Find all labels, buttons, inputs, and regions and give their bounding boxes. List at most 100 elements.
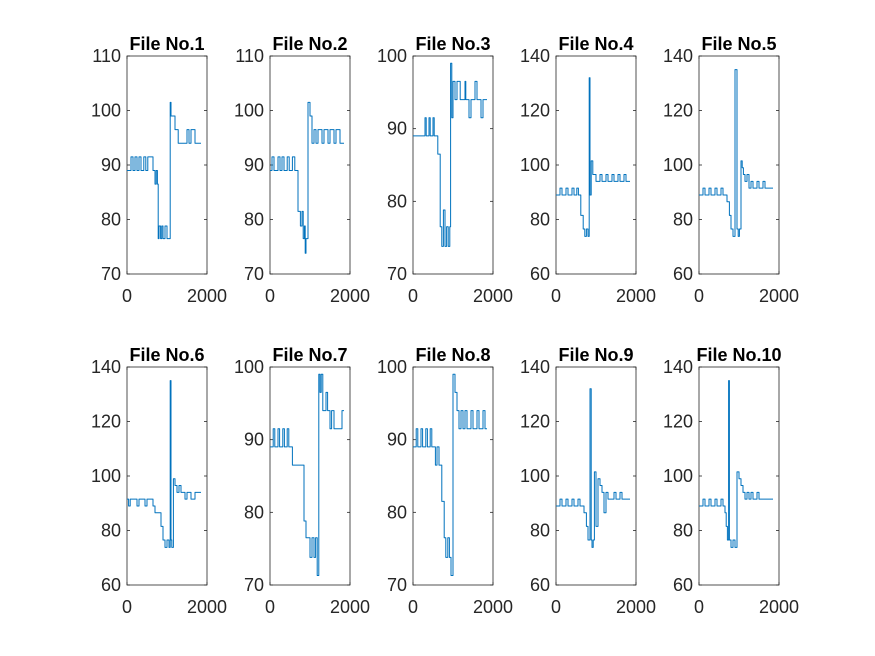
y-tick-label: 80 (530, 210, 550, 230)
y-tick-label: 140 (91, 357, 121, 377)
series-line (699, 69, 773, 237)
y-tick-label: 100 (663, 155, 693, 175)
y-tick-label: 140 (663, 357, 693, 377)
x-tick-label: 2000 (616, 597, 656, 617)
y-tick-label: 100 (91, 466, 121, 486)
axes-frame (698, 55, 780, 275)
x-tick-label: 2000 (187, 597, 227, 617)
x-tick-label: 2000 (187, 286, 227, 306)
y-tick-label: 60 (101, 575, 121, 595)
y-tick-label: 120 (663, 101, 693, 121)
y-tick-label: 70 (387, 575, 407, 595)
y-tick-label: 60 (530, 575, 550, 595)
y-tick-label: 80 (673, 521, 693, 541)
subplot-title: File No.1 (129, 34, 204, 54)
series-line (413, 62, 487, 247)
y-tick-label: 140 (663, 46, 693, 66)
series-line (270, 101, 344, 254)
axes-frame (126, 366, 208, 586)
series-line (127, 380, 201, 548)
x-tick-label: 0 (122, 286, 132, 306)
x-tick-label: 2000 (473, 597, 513, 617)
series-line (127, 101, 201, 240)
x-tick-label: 2000 (330, 286, 370, 306)
y-tick-label: 80 (101, 210, 121, 230)
subplot-4: File No.4 60 80 100 120 140 0 2000 (520, 34, 656, 306)
y-tick-label: 100 (520, 466, 550, 486)
series-line (270, 373, 344, 577)
y-tick-label: 90 (244, 155, 264, 175)
subplot-6: File No.6 60 80 100 120 140 0 2000 (91, 345, 227, 617)
y-tick-label: 80 (244, 502, 264, 522)
x-tick-label: 0 (694, 597, 704, 617)
subplot-10: File No.10 60 80 100 120 140 0 2000 (663, 345, 799, 617)
y-tick-label: 100 (663, 466, 693, 486)
subplot-1: File No.1 70 80 90 100 110 0 2000 (91, 34, 227, 306)
y-tick-label: 60 (530, 264, 550, 284)
y-tick-label: 100 (520, 155, 550, 175)
y-tick-label: 120 (520, 412, 550, 432)
y-tick-label: 80 (244, 210, 264, 230)
x-tick-label: 2000 (330, 597, 370, 617)
y-tick-label: 90 (387, 430, 407, 450)
subplot-title: File No.2 (272, 34, 347, 54)
subplot-title: File No.8 (415, 345, 490, 365)
y-tick-label: 100 (91, 101, 121, 121)
y-tick-label: 140 (520, 46, 550, 66)
subplot-5: File No.5 60 80 100 120 140 0 2000 (663, 34, 799, 306)
y-tick-label: 90 (387, 119, 407, 139)
x-tick-label: 2000 (473, 286, 513, 306)
y-tick-label: 100 (234, 357, 264, 377)
subplot-title: File No.9 (558, 345, 633, 365)
subplot-title: File No.4 (558, 34, 633, 54)
y-tick-label: 60 (673, 264, 693, 284)
series-line (556, 77, 630, 237)
y-tick-label: 90 (244, 430, 264, 450)
y-tick-label: 100 (377, 46, 407, 66)
y-tick-label: 110 (235, 46, 264, 66)
y-tick-label: 140 (520, 357, 550, 377)
y-tick-label: 80 (673, 210, 693, 230)
subplot-3: File No.3 70 80 90 100 0 2000 (377, 34, 513, 306)
y-tick-label: 90 (101, 155, 121, 175)
x-tick-label: 0 (551, 597, 561, 617)
subplot-title: File No.3 (415, 34, 490, 54)
y-tick-label: 70 (244, 575, 264, 595)
x-tick-label: 0 (265, 286, 275, 306)
y-tick-label: 80 (387, 502, 407, 522)
x-tick-label: 2000 (759, 286, 799, 306)
y-tick-label: 80 (530, 521, 550, 541)
y-tick-label: 70 (387, 264, 407, 284)
y-tick-label: 70 (101, 264, 121, 284)
series-line (699, 380, 773, 548)
subplot-8: File No.8 70 80 90 100 0 2000 (377, 345, 513, 617)
series-line (556, 388, 630, 548)
x-tick-label: 0 (408, 597, 418, 617)
axes-frame (555, 55, 637, 275)
y-tick-label: 80 (387, 191, 407, 211)
y-tick-label: 80 (101, 521, 121, 541)
x-tick-label: 2000 (759, 597, 799, 617)
subplot-title: File No.10 (696, 345, 781, 365)
y-tick-label: 120 (91, 412, 121, 432)
y-tick-label: 120 (663, 412, 693, 432)
subplot-title: File No.7 (272, 345, 347, 365)
x-tick-label: 0 (694, 286, 704, 306)
x-tick-label: 0 (265, 597, 275, 617)
x-tick-label: 0 (122, 597, 132, 617)
series-line (413, 373, 487, 577)
x-tick-label: 0 (551, 286, 561, 306)
y-tick-label: 60 (673, 575, 693, 595)
y-tick-label: 120 (520, 101, 550, 121)
y-tick-label: 70 (244, 264, 264, 284)
subplot-2: File No.2 70 80 90 100 110 0 2000 (234, 34, 370, 306)
subplot-7: File No.7 70 80 90 100 0 2000 (234, 345, 370, 617)
x-tick-label: 0 (408, 286, 418, 306)
subplot-title: File No.6 (129, 345, 204, 365)
subplot-9: File No.9 60 80 100 120 140 0 2000 (520, 345, 656, 617)
y-tick-label: 100 (377, 357, 407, 377)
x-tick-label: 2000 (616, 286, 656, 306)
y-tick-label: 100 (234, 101, 264, 121)
subplot-title: File No.5 (701, 34, 776, 54)
